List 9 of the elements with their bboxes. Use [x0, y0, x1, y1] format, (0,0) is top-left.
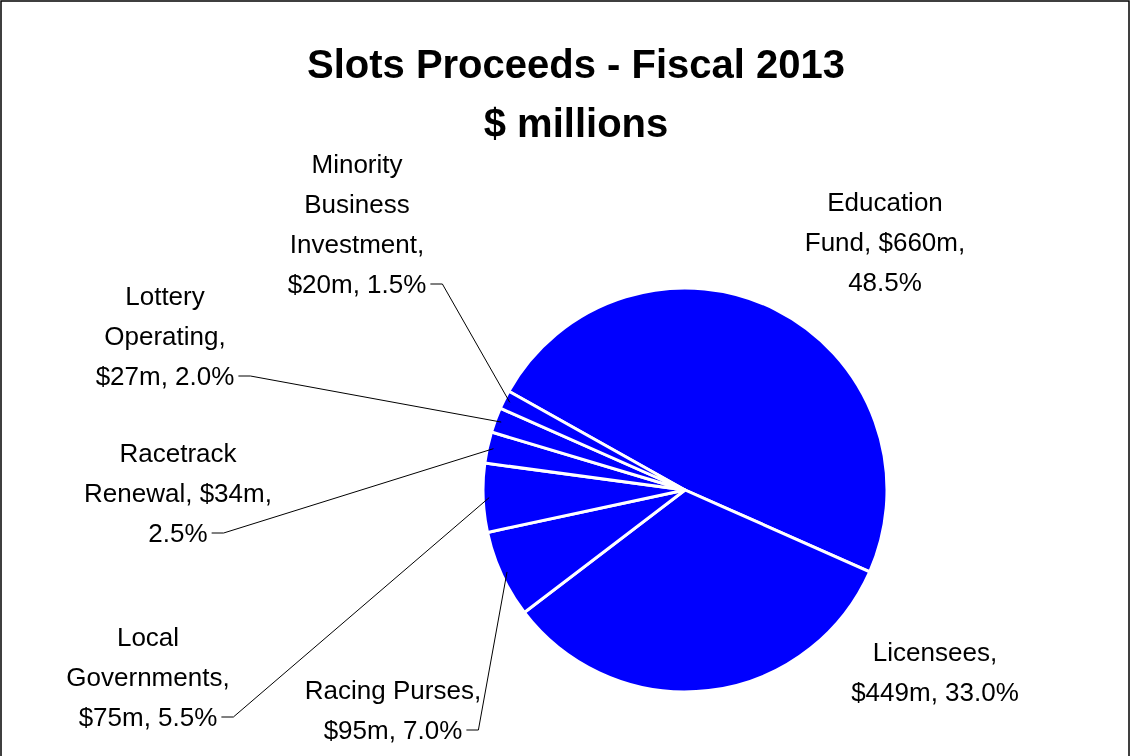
slice-label: Racetrack Renewal, $34m, 2.5%: [84, 438, 272, 548]
slice-label: Lottery Operating, $27m, 2.0%: [95, 281, 235, 391]
slice-label: Racing Purses, $95m, 7.0%: [304, 675, 482, 745]
chart-title: Slots Proceeds - Fiscal 2013: [306, 42, 846, 86]
slice-label: Licensees, $449m, 33.0%: [851, 637, 1019, 707]
slice-label: Education Fund, $660m, 48.5%: [804, 187, 966, 297]
slice-label: Local Governments, $75m, 5.5%: [66, 622, 230, 732]
chart-subtitle: $ millions: [483, 101, 669, 145]
slice-label: Minority Business Investment, $20m, 1.5%: [287, 149, 427, 299]
